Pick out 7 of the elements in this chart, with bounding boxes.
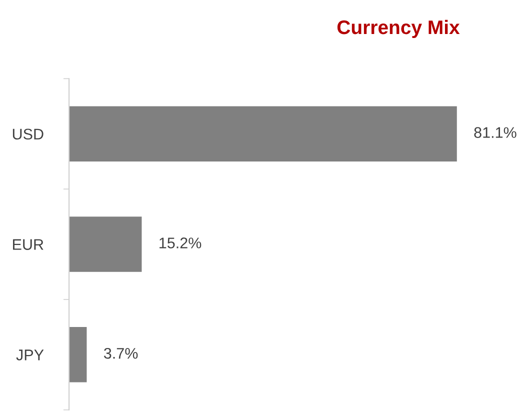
y-tick-label: JPY bbox=[16, 350, 44, 360]
data-label: 81.1% bbox=[474, 127, 516, 138]
data-label: 15.2% bbox=[160, 238, 202, 248]
y-tick-label: USD bbox=[12, 128, 44, 140]
y-tick-label: EUR bbox=[13, 239, 44, 250]
chart-title: Currency Mix bbox=[337, 20, 460, 38]
data-label: 3.7% bbox=[104, 348, 138, 359]
